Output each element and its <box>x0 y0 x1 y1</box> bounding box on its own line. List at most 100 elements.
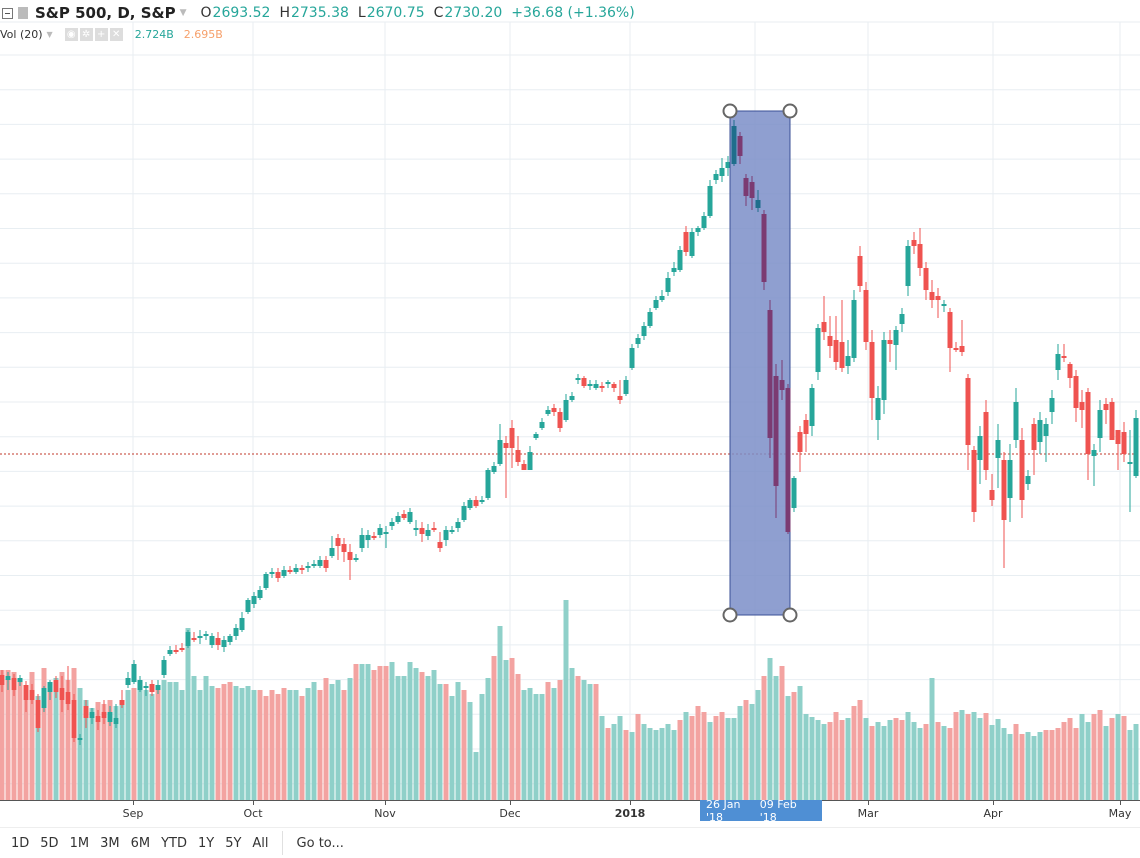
range-button-3m[interactable]: 3M <box>100 835 120 851</box>
volume-bar <box>95 702 101 800</box>
volume-bar <box>191 676 197 800</box>
candle <box>1007 460 1013 498</box>
candle <box>257 590 263 598</box>
candle <box>41 688 47 708</box>
symbol-title[interactable]: S&P 500, D, S&P <box>35 4 176 22</box>
volume-bar <box>449 696 455 800</box>
candle <box>77 738 83 740</box>
candle <box>107 712 113 722</box>
candle <box>809 388 815 426</box>
volume-bar <box>41 668 47 800</box>
candle <box>23 685 29 700</box>
volume-bar <box>749 704 755 800</box>
chevron-down-icon[interactable]: ▼ <box>46 29 53 39</box>
candle <box>167 650 173 654</box>
volume-bar <box>827 722 833 800</box>
volume-bar <box>563 600 569 800</box>
candle <box>941 304 947 306</box>
selected-candlesticks <box>731 120 791 534</box>
range-button-1d[interactable]: 1D <box>11 835 30 851</box>
volume-bar <box>47 690 53 800</box>
date-range-selection[interactable] <box>729 110 791 616</box>
volume-bar <box>245 686 251 800</box>
volume-bar <box>845 718 851 800</box>
high-label: H <box>279 5 290 21</box>
volume-bar <box>929 678 935 800</box>
range-button-5d[interactable]: 5D <box>40 835 59 851</box>
plus-icon[interactable]: + <box>94 27 108 41</box>
candle <box>977 436 983 460</box>
candle <box>113 718 119 724</box>
volume-bar <box>869 726 875 800</box>
candle <box>1025 476 1031 484</box>
candle <box>227 636 233 642</box>
candle <box>527 452 533 470</box>
volume-bar <box>1055 728 1061 800</box>
volume-bar <box>533 694 539 800</box>
volume-bar <box>1025 732 1031 800</box>
volume-bar <box>161 680 167 800</box>
selection-handle-top-right[interactable] <box>782 103 798 119</box>
volume-bar <box>1043 730 1049 800</box>
candle <box>551 408 557 412</box>
candle <box>857 256 863 286</box>
range-button-6m[interactable]: 6M <box>130 835 151 851</box>
range-button-ytd[interactable]: YTD <box>161 835 187 851</box>
volume-bar <box>365 664 371 800</box>
volume-bar <box>425 676 431 800</box>
candle <box>497 440 503 464</box>
collapse-icon[interactable] <box>2 7 13 19</box>
volume-bar <box>701 712 707 800</box>
volume-bar <box>617 716 623 800</box>
volume-bar <box>491 656 497 800</box>
gear-icon[interactable]: ✲ <box>79 27 93 41</box>
selection-handle-top-left[interactable] <box>722 103 738 119</box>
candle <box>323 560 329 568</box>
volume-indicator-name[interactable]: Vol (20) <box>0 27 43 41</box>
candle <box>425 530 431 536</box>
volume-bar <box>527 688 533 800</box>
candle <box>563 400 569 420</box>
volume-bar <box>485 678 491 800</box>
candle <box>911 240 917 246</box>
axis-tick <box>993 801 994 805</box>
selection-handle-bottom-right[interactable] <box>782 607 798 623</box>
candle <box>1085 392 1091 454</box>
candle <box>311 564 317 566</box>
volume-bar <box>335 680 341 800</box>
candle <box>899 314 905 324</box>
candle <box>413 528 419 530</box>
volume-bar <box>977 718 983 800</box>
volume-bars <box>0 600 1139 800</box>
volume-bar <box>509 658 515 800</box>
chevron-down-icon[interactable]: ▼ <box>179 8 187 18</box>
goto-date-button[interactable]: Go to... <box>296 835 344 851</box>
change-value: +36.68 (+1.36%) <box>511 5 635 21</box>
visibility-icon[interactable]: ◉ <box>64 27 78 41</box>
range-button-1y[interactable]: 1Y <box>197 835 215 851</box>
range-button-all[interactable]: All <box>252 835 269 851</box>
price-chart[interactable] <box>0 0 1140 800</box>
volume-bar <box>389 662 395 800</box>
candle <box>893 330 899 345</box>
volume-bar <box>629 732 635 800</box>
volume-bar <box>65 680 71 800</box>
range-button-5y[interactable]: 5Y <box>225 835 242 851</box>
volume-bar <box>419 672 425 800</box>
volume-bar <box>53 678 59 800</box>
candle <box>761 214 767 282</box>
time-axis[interactable]: Sep Oct Nov Dec 2018 Mar Apr May <box>0 800 1140 827</box>
close-icon[interactable]: ✕ <box>109 27 123 41</box>
candle <box>119 700 125 705</box>
candle <box>275 572 281 578</box>
volume-bar <box>35 696 41 800</box>
candlesticks <box>0 156 1139 745</box>
candle <box>689 232 695 256</box>
candle <box>971 450 977 512</box>
volume-bar <box>641 724 647 800</box>
range-button-1m[interactable]: 1M <box>69 835 90 851</box>
candle <box>731 126 737 164</box>
volume-bar <box>695 706 701 800</box>
selection-handle-bottom-left[interactable] <box>722 607 738 623</box>
candle <box>401 514 407 518</box>
